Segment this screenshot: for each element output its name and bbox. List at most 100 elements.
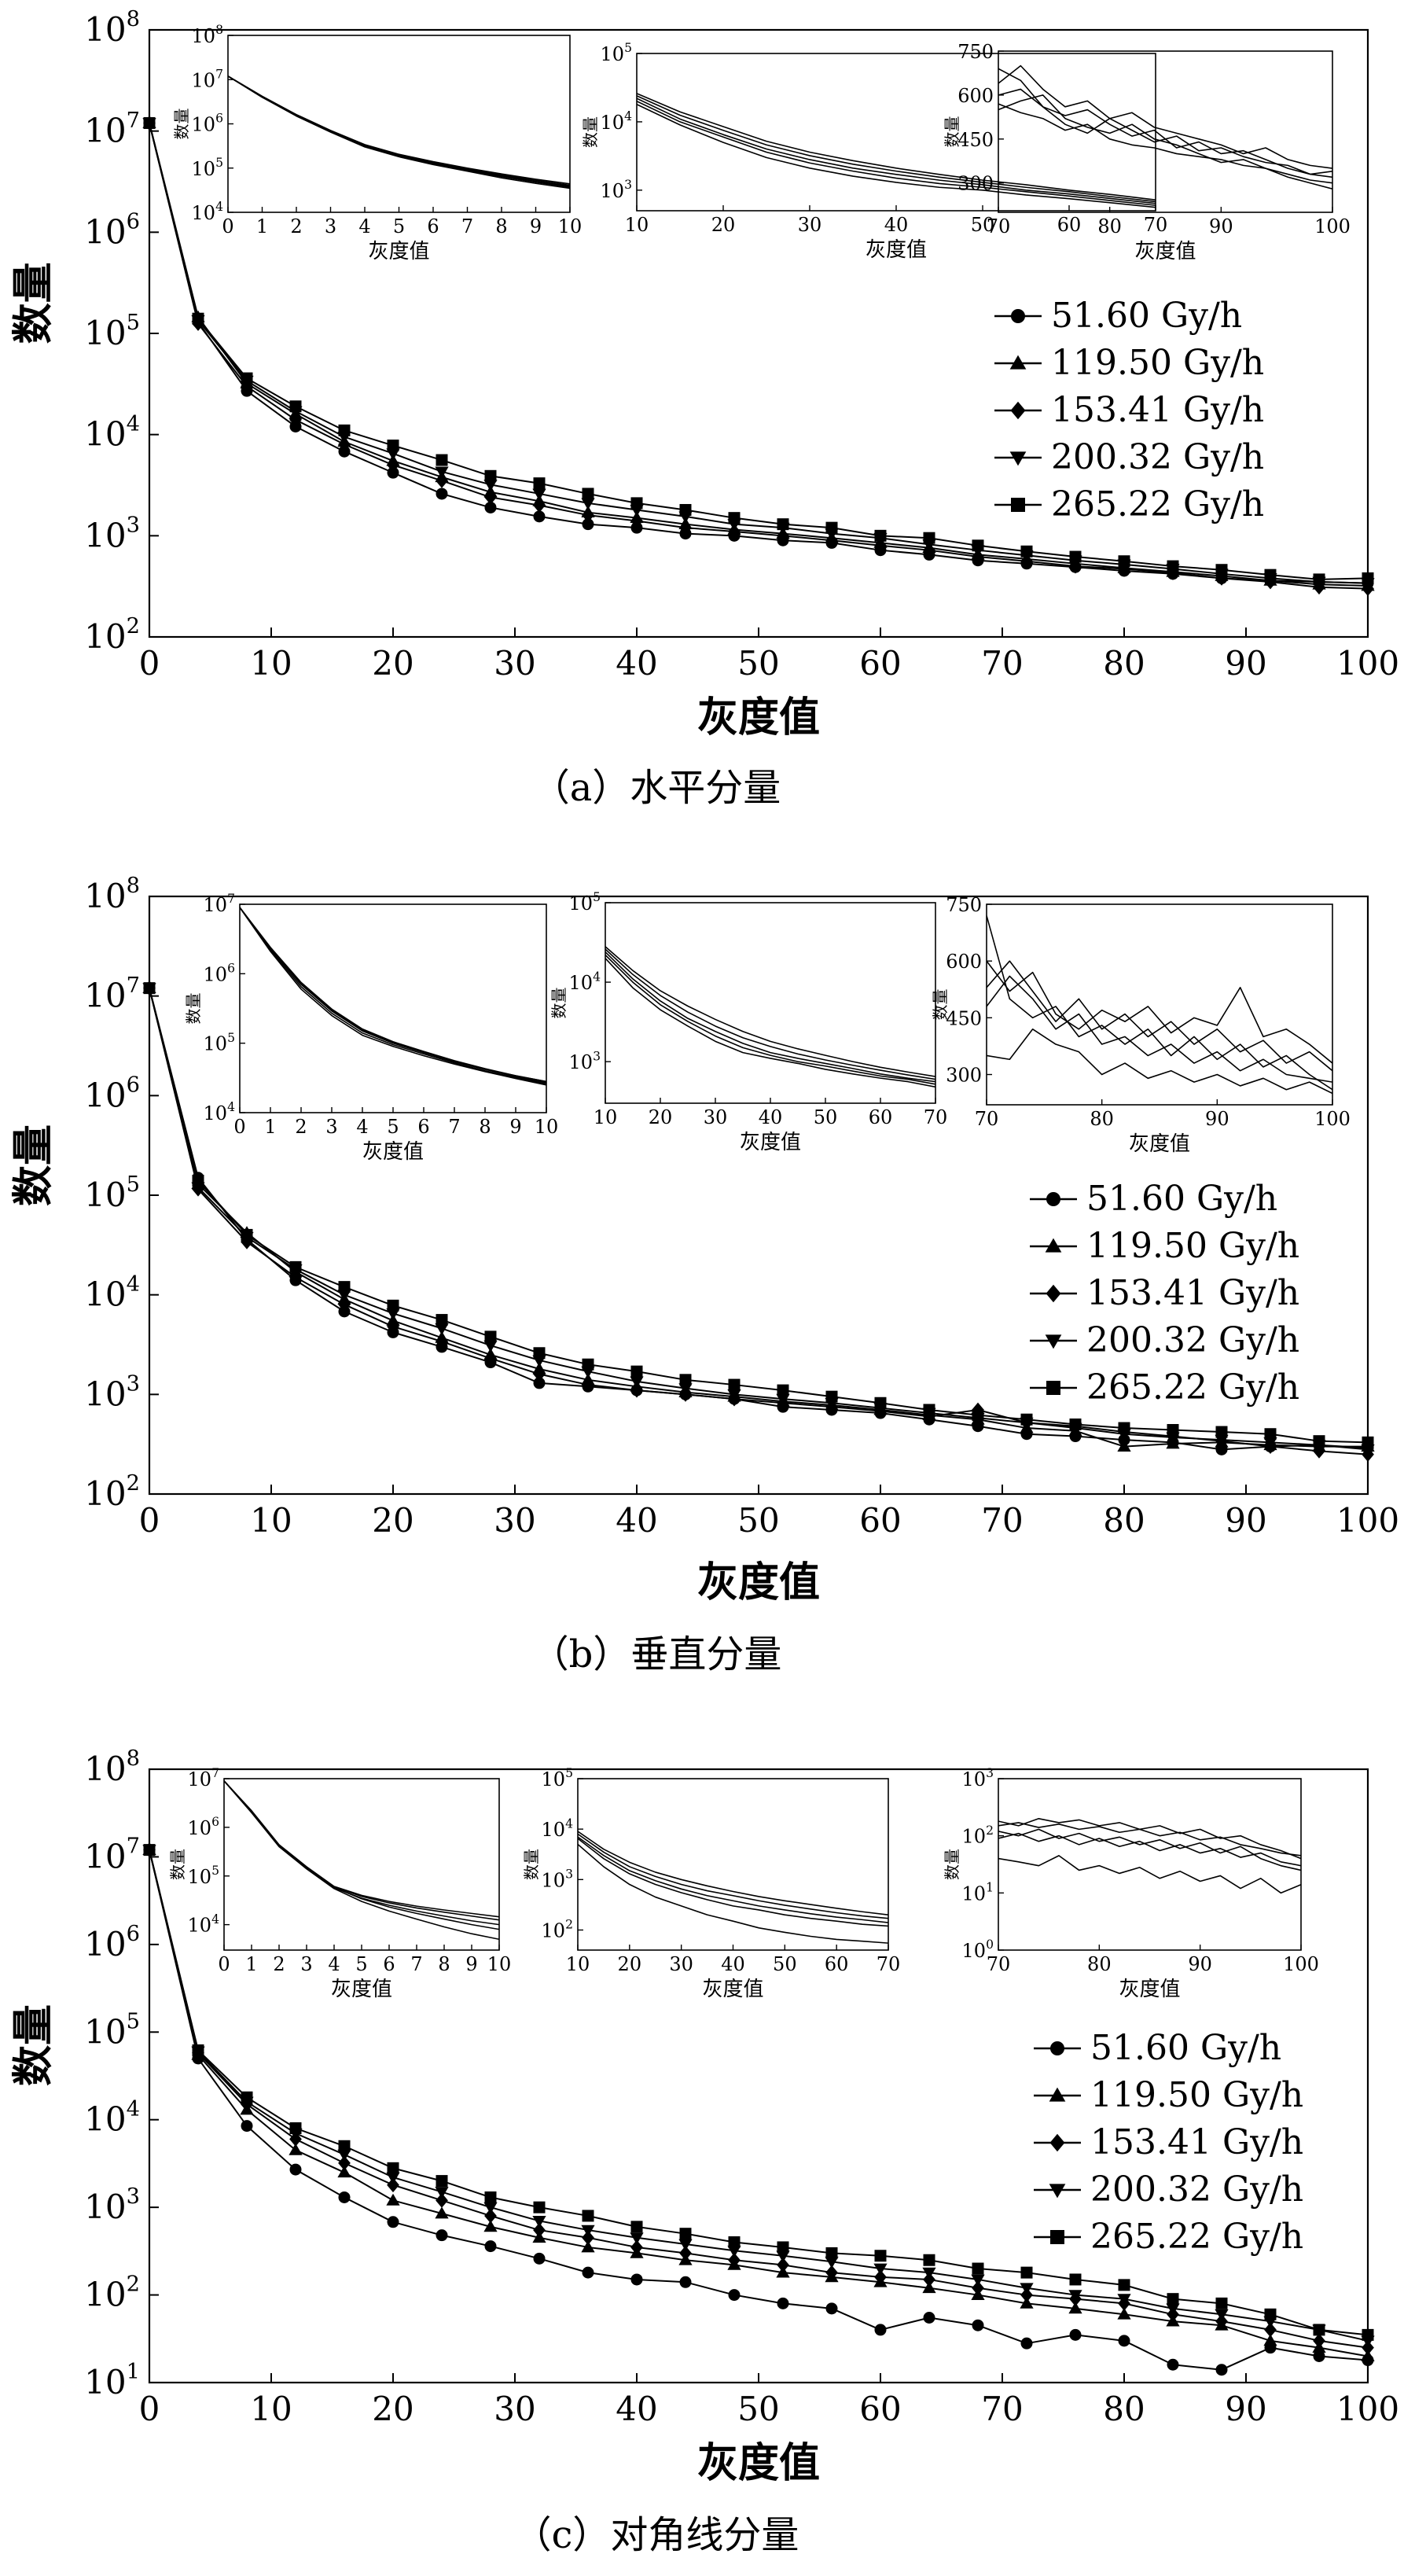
main-series-4-point [338,1281,351,1294]
main-series-4-point [972,1409,984,1422]
main-series-4-point [1215,564,1228,576]
x-axis-title: 灰度值 [697,2439,820,2487]
legend-marker [1009,355,1027,370]
main-series-2-point [1215,2313,1228,2329]
y-axis-title: 数量 [9,1124,57,1206]
main-series-4-point [436,1314,448,1327]
main-series-1-point [386,2193,400,2206]
y-tick-label: 101 [84,2360,140,2401]
inset-y-tick-label: 101 [962,1881,994,1905]
inset-x-tick-label: 5 [393,215,405,237]
main-series-3-point [483,2202,498,2214]
inset-x-tick-label: 90 [1188,1953,1212,1975]
main-series-2-point [1264,2322,1277,2338]
inset-x-axis-title: 灰度值 [368,240,429,263]
main-series-4-point [1362,1436,1374,1448]
inset-x-tick-label: 1 [256,215,268,237]
main-series-0-point [484,501,497,513]
inset-x-tick-label: 80 [1087,1953,1112,1975]
y-tick-label: 105 [84,311,140,352]
main-series-2-point [582,1377,594,1393]
panel-a: 0 10 20 30 40 50 60 70 80 90 100102103104105106107… [9,7,1399,810]
main-series-4-point [241,2091,253,2103]
main-series-3-point [1166,2303,1180,2316]
main-series-0-point [533,2252,546,2265]
x-tick-label: 10 [250,644,292,683]
inset-y-tick-label: 107 [192,67,223,91]
main-series-4-point [484,2191,497,2203]
inset-x-tick-label: 1 [264,1116,276,1138]
main-series-4-point [1167,560,1179,572]
inset-x-tick-label: 30 [798,214,822,236]
legend-label: 119.50 Gy/h [1090,2075,1303,2115]
main-series-3-point [873,2263,888,2276]
inset-x-tick-label: 50 [773,1953,797,1975]
main-series-0-point [777,2297,789,2309]
legend-marker [1011,498,1025,512]
inset-series-3-line [228,75,570,186]
main-series-2-point [825,2265,838,2280]
main-series-1-point [289,2143,303,2155]
inset-series-4-line [605,946,935,1077]
inset-series-0-line [605,958,935,1088]
main-series-0-point [728,2289,741,2302]
main-series-4-point [1118,2279,1130,2291]
main-series-3-point [630,2232,644,2245]
main-series-0-point [972,2319,984,2331]
main-series-4-point [289,400,302,413]
inset-frame [223,1778,500,1951]
main-series-2-point [630,2239,643,2255]
main-series-2-point [436,1334,448,1349]
legend-marker [1049,2133,1065,2152]
inset-x-tick-label: 70 [987,1953,1011,1975]
main-series-3-point [435,466,449,479]
main-series-0-point [1167,2358,1179,2371]
main-series-2-point [338,2155,351,2171]
main-series-4-point [143,1844,156,1857]
x-axis-title: 灰度值 [697,694,820,742]
legend-label: 200.32 Gy/h [1090,2169,1303,2210]
main-series-4-point [1069,1418,1082,1430]
inset-y-tick-label: 102 [962,1823,994,1848]
inset-series-3-line [578,1833,888,1919]
main-series-3-point [581,2225,595,2237]
inset-y-axis-title: 数量 [172,109,191,140]
y-tick-label: 107 [84,1834,140,1876]
inset-x-tick-label: 3 [300,1953,312,1975]
inset-x-tick-label: 30 [704,1106,728,1128]
main-series-1-point [1068,2302,1082,2314]
legend: 51.60 Gy/h 119.50 Gy/h 153.41 Gy/h 200.32 G… [1030,1179,1299,1408]
main-series-4-point [679,2228,692,2240]
inset-y-tick-label: 104 [188,1912,220,1937]
main-series-2-point [289,412,302,428]
y-tick-label: 103 [84,513,140,554]
inset-x-tick-label: 4 [356,1116,368,1138]
x-tick-label: 100 [1336,2390,1399,2428]
inset-y-tick-label: 105 [192,156,223,180]
main-series-3-point [483,479,498,491]
x-tick-label: 90 [1225,644,1266,683]
main-series-1-point [581,2240,595,2253]
main-series-2-point [338,1297,351,1312]
inset-y-axis-title: 数量 [943,1849,961,1880]
main-series-4-point [289,1260,302,1273]
main-series-0-point [582,2266,594,2279]
inset-x-tick-label: 50 [971,214,995,236]
main-series-2-point [777,528,789,543]
x-tick-label: 20 [372,2390,413,2428]
inset-x-tick-label: 100 [1314,1108,1351,1130]
inset-y-tick-label: 104 [542,1816,574,1841]
inset-x-tick-label: 50 [814,1106,838,1128]
main-series-4-point [679,503,692,516]
inset-series-1-line [998,88,1332,178]
inset-y-tick-label: 600 [946,951,982,973]
legend-marker [1049,2184,1066,2199]
inset-y-axis-title: 数量 [931,989,950,1021]
main-series-3-point [532,488,546,501]
main-series-4-point [533,477,546,490]
inset-y-tick-label: 107 [188,1766,219,1790]
main-series-3-point [386,448,400,461]
inset-series-0-line [578,1843,888,1944]
main-series-3-point [337,2149,351,2162]
main-series-4-point [630,497,643,510]
